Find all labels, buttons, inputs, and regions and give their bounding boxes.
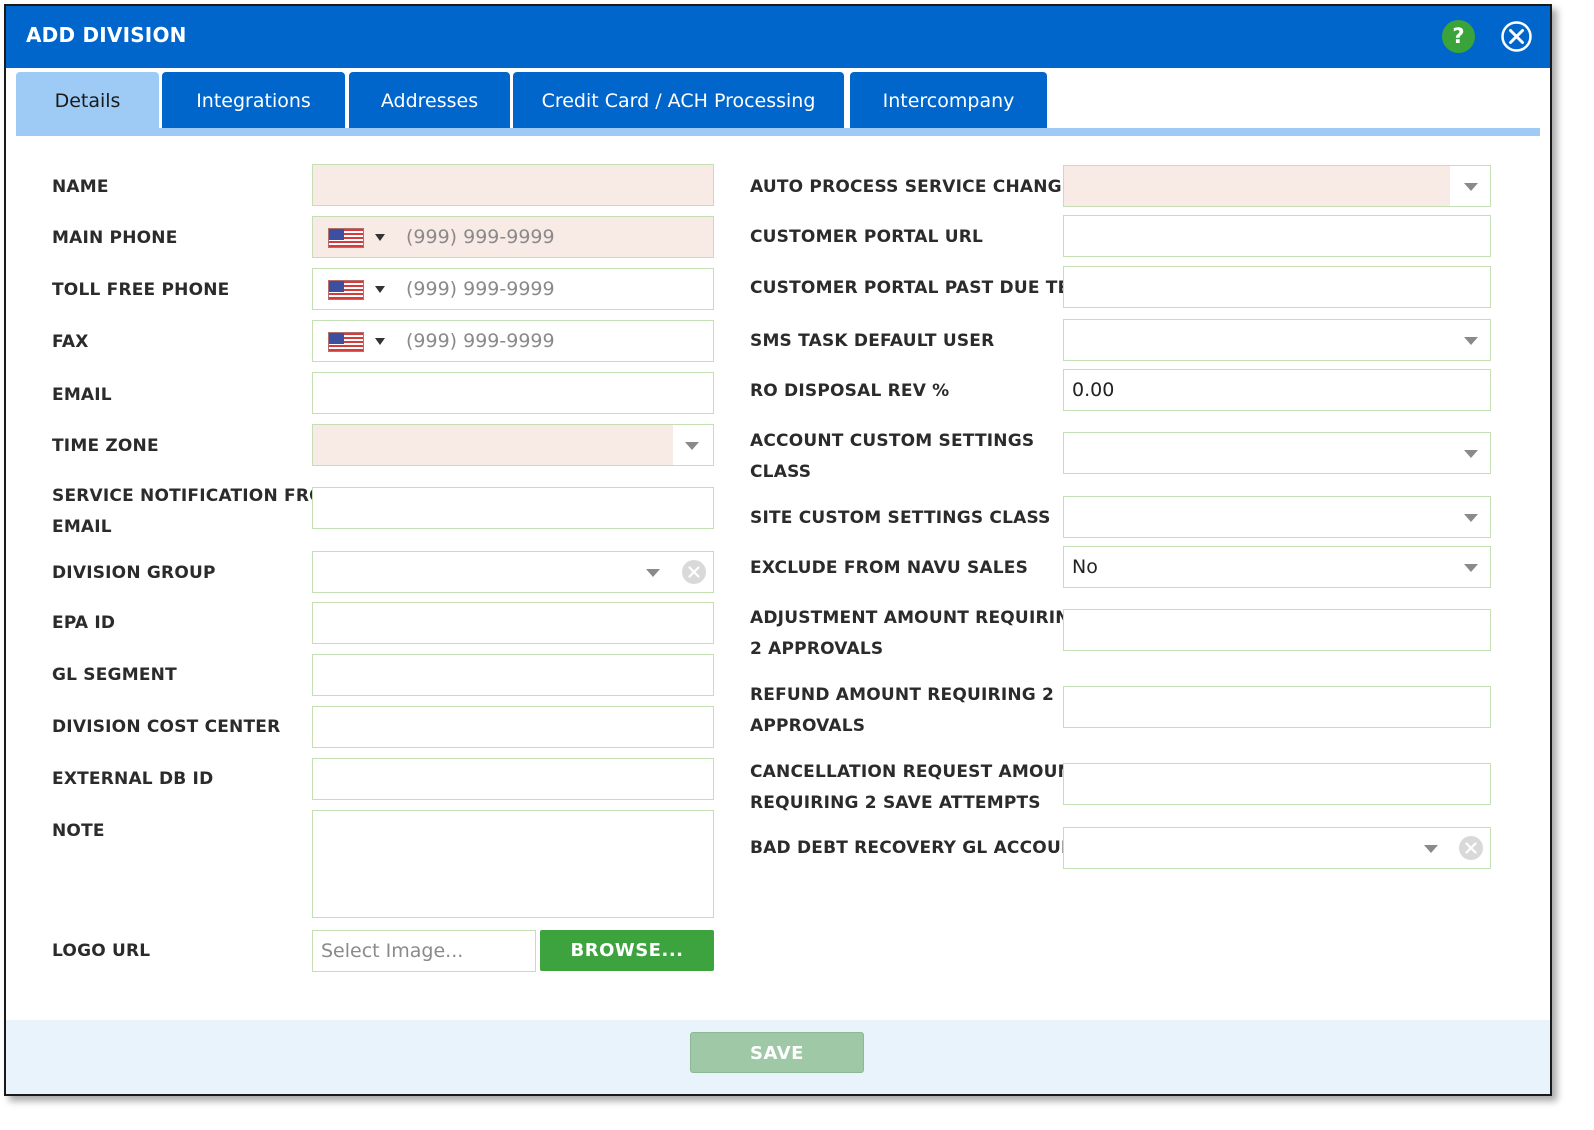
bad-debt-recovery-select[interactable]	[1063, 827, 1491, 869]
tab-credit-card-ach[interactable]: Credit Card / ACH Processing	[513, 72, 844, 128]
auto-process-label: AUTO PROCESS SERVICE CHANGES	[750, 177, 1087, 197]
refund-amount-label: REFUND AMOUNT REQUIRING 2 APPROVALS	[750, 685, 1055, 736]
tab-integrations[interactable]: Integrations	[162, 72, 345, 128]
close-icon[interactable]	[1500, 20, 1533, 53]
toll-free-phone-placeholder: (999) 999-9999	[406, 278, 555, 300]
gl-segment-label: GL SEGMENT	[52, 665, 177, 685]
main-phone-input[interactable]: (999) 999-9999	[312, 216, 714, 258]
tab-addresses[interactable]: Addresses	[349, 72, 510, 128]
customer-portal-url-label: CUSTOMER PORTAL URL	[750, 227, 984, 247]
clear-icon[interactable]	[1458, 835, 1484, 861]
chevron-down-icon[interactable]	[685, 442, 699, 450]
fax-label: FAX	[52, 332, 89, 352]
auto-process-select[interactable]	[1063, 165, 1491, 207]
chevron-down-icon[interactable]	[1464, 514, 1478, 522]
ro-disposal-rev-value: 0.00	[1072, 379, 1115, 401]
service-notification-email-input[interactable]	[312, 487, 714, 529]
country-dropdown-caret-icon[interactable]	[375, 338, 385, 345]
exclude-navu-sales-label: EXCLUDE FROM NAVU SALES	[750, 558, 1029, 578]
dialog-title: ADD DIVISION	[26, 23, 187, 47]
tab-bar: Details Integrations Addresses Credit Ca…	[16, 72, 1540, 138]
gl-segment-input[interactable]	[312, 654, 714, 696]
us-flag-icon[interactable]	[328, 332, 364, 352]
fax-placeholder: (999) 999-9999	[406, 330, 555, 352]
site-custom-settings-select[interactable]	[1063, 496, 1491, 538]
sms-task-default-user-select[interactable]	[1063, 319, 1491, 361]
logo-url-label: LOGO URL	[52, 941, 151, 961]
country-dropdown-caret-icon[interactable]	[375, 286, 385, 293]
account-custom-settings-select[interactable]	[1063, 432, 1491, 474]
account-custom-settings-label: ACCOUNT CUSTOM SETTINGS CLASS	[750, 431, 1035, 482]
service-notification-label: SERVICE NOTIFICATION FROM EMAIL	[52, 486, 341, 537]
help-icon[interactable]: ?	[1442, 20, 1475, 53]
customer-portal-url-input[interactable]	[1063, 215, 1491, 257]
ro-disposal-rev-input[interactable]: 0.00	[1063, 369, 1491, 411]
main-phone-placeholder: (999) 999-9999	[406, 226, 555, 248]
tab-strip	[16, 128, 1540, 136]
epa-id-input[interactable]	[312, 602, 714, 644]
chevron-down-icon[interactable]	[1464, 450, 1478, 458]
chevron-down-icon[interactable]	[1464, 564, 1478, 572]
external-db-id-input[interactable]	[312, 758, 714, 800]
note-label: NOTE	[52, 821, 105, 841]
external-db-id-label: EXTERNAL DB ID	[52, 769, 214, 789]
adjustment-amount-label: ADJUSTMENT AMOUNT REQUIRING 2 APPROVALS	[750, 608, 1084, 659]
chevron-down-icon[interactable]	[1424, 845, 1438, 853]
logo-url-placeholder: Select Image...	[321, 940, 464, 962]
email-label: EMAIL	[52, 385, 112, 405]
sms-task-default-user-label: SMS TASK DEFAULT USER	[750, 331, 995, 351]
cancellation-request-amount-label: CANCELLATION REQUEST AMOUNT REQUIRING 2 …	[750, 762, 1084, 813]
fax-input[interactable]: (999) 999-9999	[312, 320, 714, 362]
division-cost-center-input[interactable]	[312, 706, 714, 748]
chevron-down-icon[interactable]	[646, 569, 660, 577]
site-custom-settings-label: SITE CUSTOM SETTINGS CLASS	[750, 508, 1051, 528]
customer-portal-past-due-input[interactable]	[1063, 266, 1491, 308]
division-group-label: DIVISION GROUP	[52, 563, 216, 583]
division-cost-center-label: DIVISION COST CENTER	[52, 717, 281, 737]
save-button[interactable]: SAVE	[690, 1032, 864, 1073]
add-division-dialog: ADD DIVISION ? Details Integrations Addr…	[4, 4, 1552, 1096]
bad-debt-recovery-label: BAD DEBT RECOVERY GL ACCOUNT	[750, 838, 1088, 858]
chevron-down-icon[interactable]	[1464, 183, 1478, 191]
ro-disposal-rev-label: RO DISPOSAL REV %	[750, 381, 950, 401]
name-label: NAME	[52, 177, 109, 197]
exclude-navu-sales-value: No	[1072, 556, 1098, 578]
dialog-title-bar: ADD DIVISION ?	[6, 6, 1550, 68]
customer-portal-past-due-label: CUSTOMER PORTAL PAST DUE TEXT	[750, 278, 1095, 298]
adjustment-amount-input[interactable]	[1063, 609, 1491, 651]
epa-id-label: EPA ID	[52, 613, 116, 633]
browse-button[interactable]: BROWSE...	[540, 930, 714, 971]
main-phone-label: MAIN PHONE	[52, 228, 178, 248]
tab-details[interactable]: Details	[16, 72, 159, 136]
us-flag-icon[interactable]	[328, 280, 364, 300]
clear-icon[interactable]	[681, 559, 707, 585]
chevron-down-icon[interactable]	[1464, 337, 1478, 345]
refund-amount-input[interactable]	[1063, 686, 1491, 728]
tab-intercompany[interactable]: Intercompany	[850, 72, 1047, 128]
exclude-navu-sales-select[interactable]: No	[1063, 546, 1491, 588]
division-group-select[interactable]	[312, 551, 714, 593]
note-textarea[interactable]	[312, 810, 714, 918]
time-zone-select[interactable]	[312, 424, 714, 466]
toll-free-phone-label: TOLL FREE PHONE	[52, 280, 230, 300]
email-input[interactable]	[312, 372, 714, 414]
country-dropdown-caret-icon[interactable]	[375, 234, 385, 241]
cancellation-request-amount-input[interactable]	[1063, 763, 1491, 805]
dialog-footer: SAVE	[6, 1020, 1550, 1094]
toll-free-phone-input[interactable]: (999) 999-9999	[312, 268, 714, 310]
name-input[interactable]	[312, 164, 714, 206]
logo-url-input[interactable]: Select Image...	[312, 930, 536, 972]
us-flag-icon[interactable]	[328, 228, 364, 248]
time-zone-label: TIME ZONE	[52, 436, 159, 456]
